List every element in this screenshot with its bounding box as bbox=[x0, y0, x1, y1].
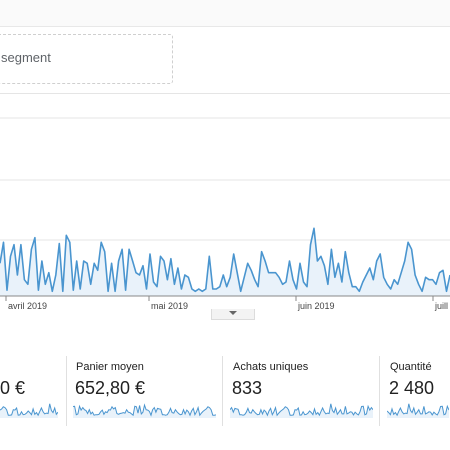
metric-sparkline bbox=[0, 403, 58, 418]
metric-quantity[interactable]: Quantité 2 480 bbox=[381, 356, 450, 426]
divider bbox=[0, 93, 450, 94]
x-tick-label: juin 2019 bbox=[297, 301, 335, 311]
metric-label: Achats uniques bbox=[233, 361, 309, 373]
metric-revenue[interactable]: 0 € bbox=[0, 356, 67, 426]
metric-sparkline bbox=[230, 403, 373, 418]
metric-sparkline bbox=[387, 403, 449, 418]
sparkline-line bbox=[73, 403, 216, 417]
sparkline-line bbox=[230, 403, 373, 417]
chevron-down-icon bbox=[229, 311, 237, 315]
metrics-row: 0 € Panier moyen 652,80 € Achats uniques… bbox=[0, 356, 450, 450]
metric-unique-purchases[interactable]: Achats uniques 833 bbox=[224, 356, 380, 426]
chart-series-line[interactable] bbox=[0, 227, 450, 293]
segment-label: segment bbox=[1, 50, 51, 65]
x-tick-label: avril 2019 bbox=[8, 301, 47, 311]
sparkline-line bbox=[0, 403, 58, 417]
metric-sparkline bbox=[73, 403, 216, 418]
top-bar bbox=[0, 0, 450, 27]
chart-area-fill bbox=[0, 228, 450, 296]
metric-value: 833 bbox=[232, 378, 263, 398]
add-segment-box[interactable]: segment bbox=[0, 34, 173, 84]
sparkline-line bbox=[387, 403, 449, 417]
x-tick-label: mai 2019 bbox=[151, 301, 188, 311]
metric-value: 2 480 bbox=[389, 378, 435, 398]
collapse-chart-button[interactable] bbox=[211, 309, 255, 320]
metric-value: 0 € bbox=[0, 378, 26, 398]
metric-avg-basket[interactable]: Panier moyen 652,80 € bbox=[67, 356, 223, 426]
metric-label: Quantité bbox=[390, 361, 432, 373]
sessions-chart: avril 2019 mai 2019 juin 2019 juill bbox=[0, 116, 450, 316]
metric-value: 652,80 € bbox=[75, 378, 146, 398]
x-tick-label: juill bbox=[434, 301, 448, 311]
chart-svg: avril 2019 mai 2019 juin 2019 juill bbox=[0, 117, 450, 311]
metric-label: Panier moyen bbox=[76, 361, 144, 373]
sparkline-fill bbox=[387, 403, 449, 418]
sparkline-fill bbox=[230, 403, 373, 418]
sparkline-fill bbox=[0, 403, 58, 418]
